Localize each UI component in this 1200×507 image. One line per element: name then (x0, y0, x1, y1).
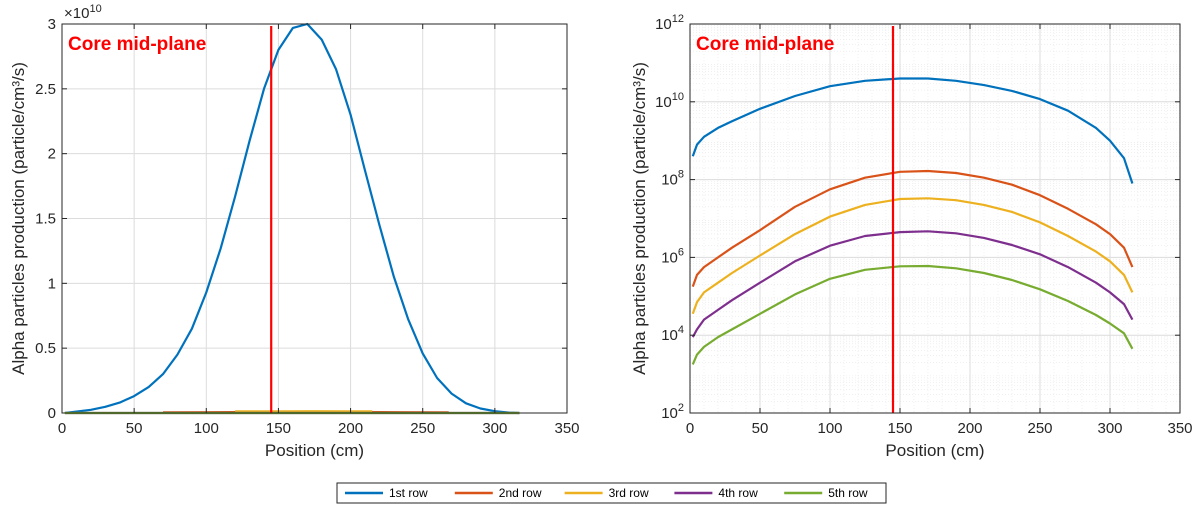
y-tick-label: 106 (661, 246, 684, 266)
legend-label: 3rd row (609, 486, 649, 500)
x-tick-label: 350 (554, 420, 579, 437)
y-tick-label: 1010 (655, 91, 684, 111)
x-tick-label: 50 (126, 420, 143, 437)
x-tick-label: 0 (686, 420, 694, 437)
x-tick-label: 350 (1167, 420, 1192, 437)
y-tick-label: 3 (48, 16, 56, 33)
x-tick-label: 0 (58, 420, 66, 437)
series-line-1st-row (691, 77, 1134, 184)
x-tick-label: 250 (410, 420, 435, 437)
y-tick-label: 1 (48, 275, 56, 292)
x-tick-label: 100 (194, 420, 219, 437)
legend-box (336, 482, 887, 504)
x-tick-label: 150 (887, 420, 912, 437)
x-tick-label: 150 (266, 420, 291, 437)
y-axis-label: Alpha particles production (particle/cm³… (9, 62, 28, 375)
plot-area (690, 24, 1180, 413)
series-line-1st-row (64, 22, 520, 415)
axes-box (689, 23, 1181, 414)
core-mid-plane-label: Core mid-plane (68, 34, 206, 55)
series-line-3rd-row (691, 197, 1134, 315)
y-tick-label: 2.5 (35, 81, 56, 98)
y-tick-label: 2 (48, 146, 56, 163)
x-tick-label: 200 (957, 420, 982, 437)
x-tick-label: 200 (338, 420, 363, 437)
y-tick-label: 0.5 (35, 340, 56, 357)
x-tick-label: 300 (482, 420, 507, 437)
y-tick-label: 102 (661, 402, 684, 422)
core-mid-plane-label: Core mid-plane (696, 34, 834, 55)
x-tick-label: 250 (1027, 420, 1052, 437)
legend-label: 4th row (718, 486, 758, 500)
y-tick-label: 0 (48, 405, 56, 422)
y-axis-label: Alpha particles production (particle/cm³… (630, 62, 649, 375)
y-tick-label: 1012 (655, 13, 684, 33)
series-line-4th-row (691, 230, 1134, 338)
y-tick-label: 1.5 (35, 211, 56, 228)
x-axis-label: Position (cm) (885, 441, 984, 460)
y-exponent-label: ×1010 (64, 3, 102, 22)
series-line-2nd-row (691, 169, 1134, 287)
x-tick-label: 100 (817, 420, 842, 437)
x-axis-label: Position (cm) (265, 441, 364, 460)
right-log-plot: Core mid-plane 0 50 100 150 200 250 300 350 102 10… (630, 13, 1193, 460)
left-linear-plot: Core mid-plane 0 50 100 150 200 250 300 350 0 0.5 1… (9, 3, 580, 460)
series-line-5th-row (691, 264, 1134, 365)
legend-label: 2nd row (499, 486, 542, 500)
x-tick-label: 300 (1097, 420, 1122, 437)
legend-label: 5th row (828, 486, 868, 500)
legend-label: 1st row (389, 486, 428, 500)
x-tick-label: 50 (752, 420, 769, 437)
legend: 1st row 2nd row 3rd row 4th row 5th row (336, 482, 887, 504)
y-tick-label: 104 (661, 324, 684, 344)
y-tick-label: 108 (661, 169, 684, 189)
